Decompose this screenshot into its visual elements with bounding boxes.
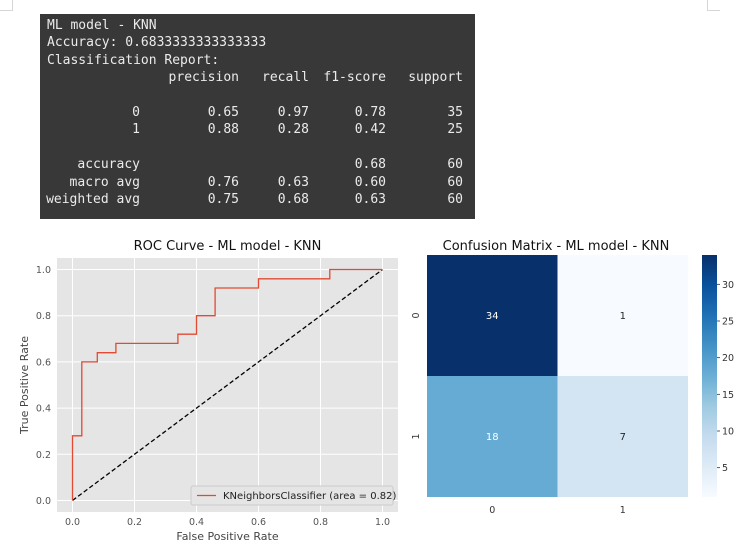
summary-row-macro-avg: macro avg 0.76 0.63 0.60 60 bbox=[47, 174, 475, 191]
roc-y-tick-label: 0.8 bbox=[36, 311, 51, 322]
roc-x-label: False Positive Rate bbox=[176, 530, 278, 543]
roc-y-tick-label: 0.4 bbox=[36, 404, 51, 415]
roc-x-tick-label: 1.0 bbox=[375, 517, 390, 528]
report-row-class-0: 0 0.65 0.97 0.78 35 bbox=[47, 104, 475, 121]
cm-colorbar-ticks: 5 10 15 20 25 30 bbox=[717, 280, 734, 474]
roc-x-tick-label: 0.2 bbox=[127, 517, 142, 528]
roc-x-tick-label: 0.8 bbox=[313, 517, 328, 528]
cm-y-tick-label: 1 bbox=[411, 433, 422, 439]
cm-colorbar-tick-label: 5 bbox=[722, 463, 728, 474]
roc-legend: KNeighborsClassifier (area = 0.82) bbox=[190, 485, 396, 506]
legend-box bbox=[190, 485, 394, 506]
row-recall: 0.28 bbox=[277, 122, 309, 138]
cm-cell bbox=[427, 255, 558, 376]
classification-output: ML model - KNN Accuracy: 0.6833333333333… bbox=[40, 14, 475, 219]
roc-title: ROC Curve - ML model - KNN bbox=[134, 239, 322, 254]
cm-x-tick-label: 1 bbox=[620, 505, 626, 516]
cm-colorbar bbox=[702, 255, 717, 497]
report-header-row: precision recall f1-score support bbox=[47, 69, 475, 86]
row-support: 60 bbox=[447, 157, 463, 173]
row-f1: 0.68 bbox=[354, 157, 386, 173]
roc-y-axis: 0.0 0.2 0.4 0.6 0.8 1.0 bbox=[36, 265, 51, 507]
cm-cell-value: 1 bbox=[620, 311, 626, 322]
row-precision: 0.88 bbox=[207, 122, 239, 138]
row-label: accuracy bbox=[77, 157, 140, 173]
header-recall: recall bbox=[262, 70, 309, 86]
blank-row bbox=[47, 87, 475, 104]
roc-y-tick-label: 1.0 bbox=[36, 265, 51, 276]
cm-title: Confusion Matrix - ML model - KNN bbox=[443, 239, 670, 254]
model-title-line: ML model - KNN bbox=[47, 18, 157, 33]
row-recall: 0.63 bbox=[277, 174, 309, 190]
cm-cell bbox=[557, 376, 688, 497]
cell-corner-left bbox=[0, 0, 13, 11]
plots-figure: 0.0 0.2 0.4 0.6 0.8 1.0 0.0 0.2 0.4 0.6 0.8 1.0 KN… bbox=[18, 239, 734, 543]
roc-x-tick-label: 0.6 bbox=[251, 517, 266, 528]
header-precision: precision bbox=[168, 70, 239, 86]
roc-chance-line bbox=[72, 269, 383, 501]
row-label: macro avg bbox=[69, 174, 140, 190]
cm-colorbar-tick-label: 20 bbox=[722, 353, 734, 364]
legend-label: KNeighborsClassifier (area = 0.82) bbox=[223, 491, 396, 502]
header-f1-score: f1-score bbox=[323, 70, 386, 86]
cm-cell bbox=[427, 376, 558, 497]
row-precision: 0.75 bbox=[207, 191, 239, 207]
roc-x-axis: 0.0 0.2 0.4 0.6 0.8 1.0 bbox=[65, 517, 390, 528]
roc-x-tick-label: 0.0 bbox=[65, 517, 80, 528]
roc-y-tick-label: 0.6 bbox=[36, 357, 51, 368]
cm-colorbar-tick-label: 10 bbox=[722, 427, 734, 438]
blank-row bbox=[47, 139, 475, 156]
cm-cell-value: 7 bbox=[620, 432, 626, 443]
roc-curve-line bbox=[71, 268, 383, 501]
roc-y-tick-label: 0.0 bbox=[36, 496, 51, 507]
row-support: 35 bbox=[447, 104, 463, 120]
cm-colorbar-tick-label: 30 bbox=[722, 280, 734, 291]
row-f1: 0.78 bbox=[354, 104, 386, 120]
header-support: support bbox=[408, 70, 463, 86]
roc-y-label: True Positive Rate bbox=[18, 336, 31, 435]
report-heading-line: Classification Report: bbox=[47, 52, 220, 68]
cm-heatmap: 34 1 18 7 bbox=[427, 255, 688, 497]
row-recall: 0.68 bbox=[277, 191, 309, 207]
confusion-matrix-plot: Confusion Matrix - ML model - KNN 34 1 18 7… bbox=[411, 239, 734, 516]
cm-y-tick-label: 0 bbox=[411, 312, 422, 318]
row-support: 25 bbox=[447, 122, 463, 138]
row-label: 1 bbox=[132, 122, 140, 138]
row-label: 0 bbox=[132, 104, 140, 120]
row-support: 60 bbox=[447, 191, 463, 207]
row-support: 60 bbox=[447, 174, 463, 190]
roc-y-tick-label: 0.2 bbox=[36, 450, 51, 461]
summary-row-weighted-avg: weighted avg 0.75 0.68 0.63 60 bbox=[46, 191, 475, 208]
cm-y-axis: 01 bbox=[411, 312, 422, 439]
row-precision: 0.76 bbox=[207, 174, 239, 190]
cm-colorbar-tick-label: 25 bbox=[722, 317, 734, 328]
cm-x-tick-label: 0 bbox=[489, 505, 495, 516]
row-f1: 0.63 bbox=[354, 191, 386, 207]
row-f1: 0.42 bbox=[354, 122, 386, 138]
row-recall: 0.97 bbox=[277, 104, 309, 120]
roc-grid bbox=[57, 258, 398, 512]
row-f1: 0.60 bbox=[354, 174, 386, 190]
row-precision: 0.65 bbox=[207, 104, 239, 120]
row-label: weighted avg bbox=[46, 191, 140, 207]
accuracy-line: Accuracy: 0.6833333333333333 bbox=[47, 35, 267, 51]
cell-corner-right bbox=[707, 0, 720, 11]
cm-colorbar-tick-label: 15 bbox=[722, 390, 734, 401]
roc-curve-plot: 0.0 0.2 0.4 0.6 0.8 1.0 0.0 0.2 0.4 0.6 0.8 1.0 KN… bbox=[18, 239, 398, 543]
roc-x-tick-label: 0.4 bbox=[189, 517, 204, 528]
summary-row-accuracy: accuracy 0.68 60 bbox=[47, 156, 475, 173]
report-row-class-1: 1 0.88 0.28 0.42 25 bbox=[47, 121, 475, 138]
cm-cell-value: 34 bbox=[486, 311, 499, 322]
cm-cell bbox=[557, 255, 688, 376]
cm-cell-value: 18 bbox=[486, 432, 499, 443]
